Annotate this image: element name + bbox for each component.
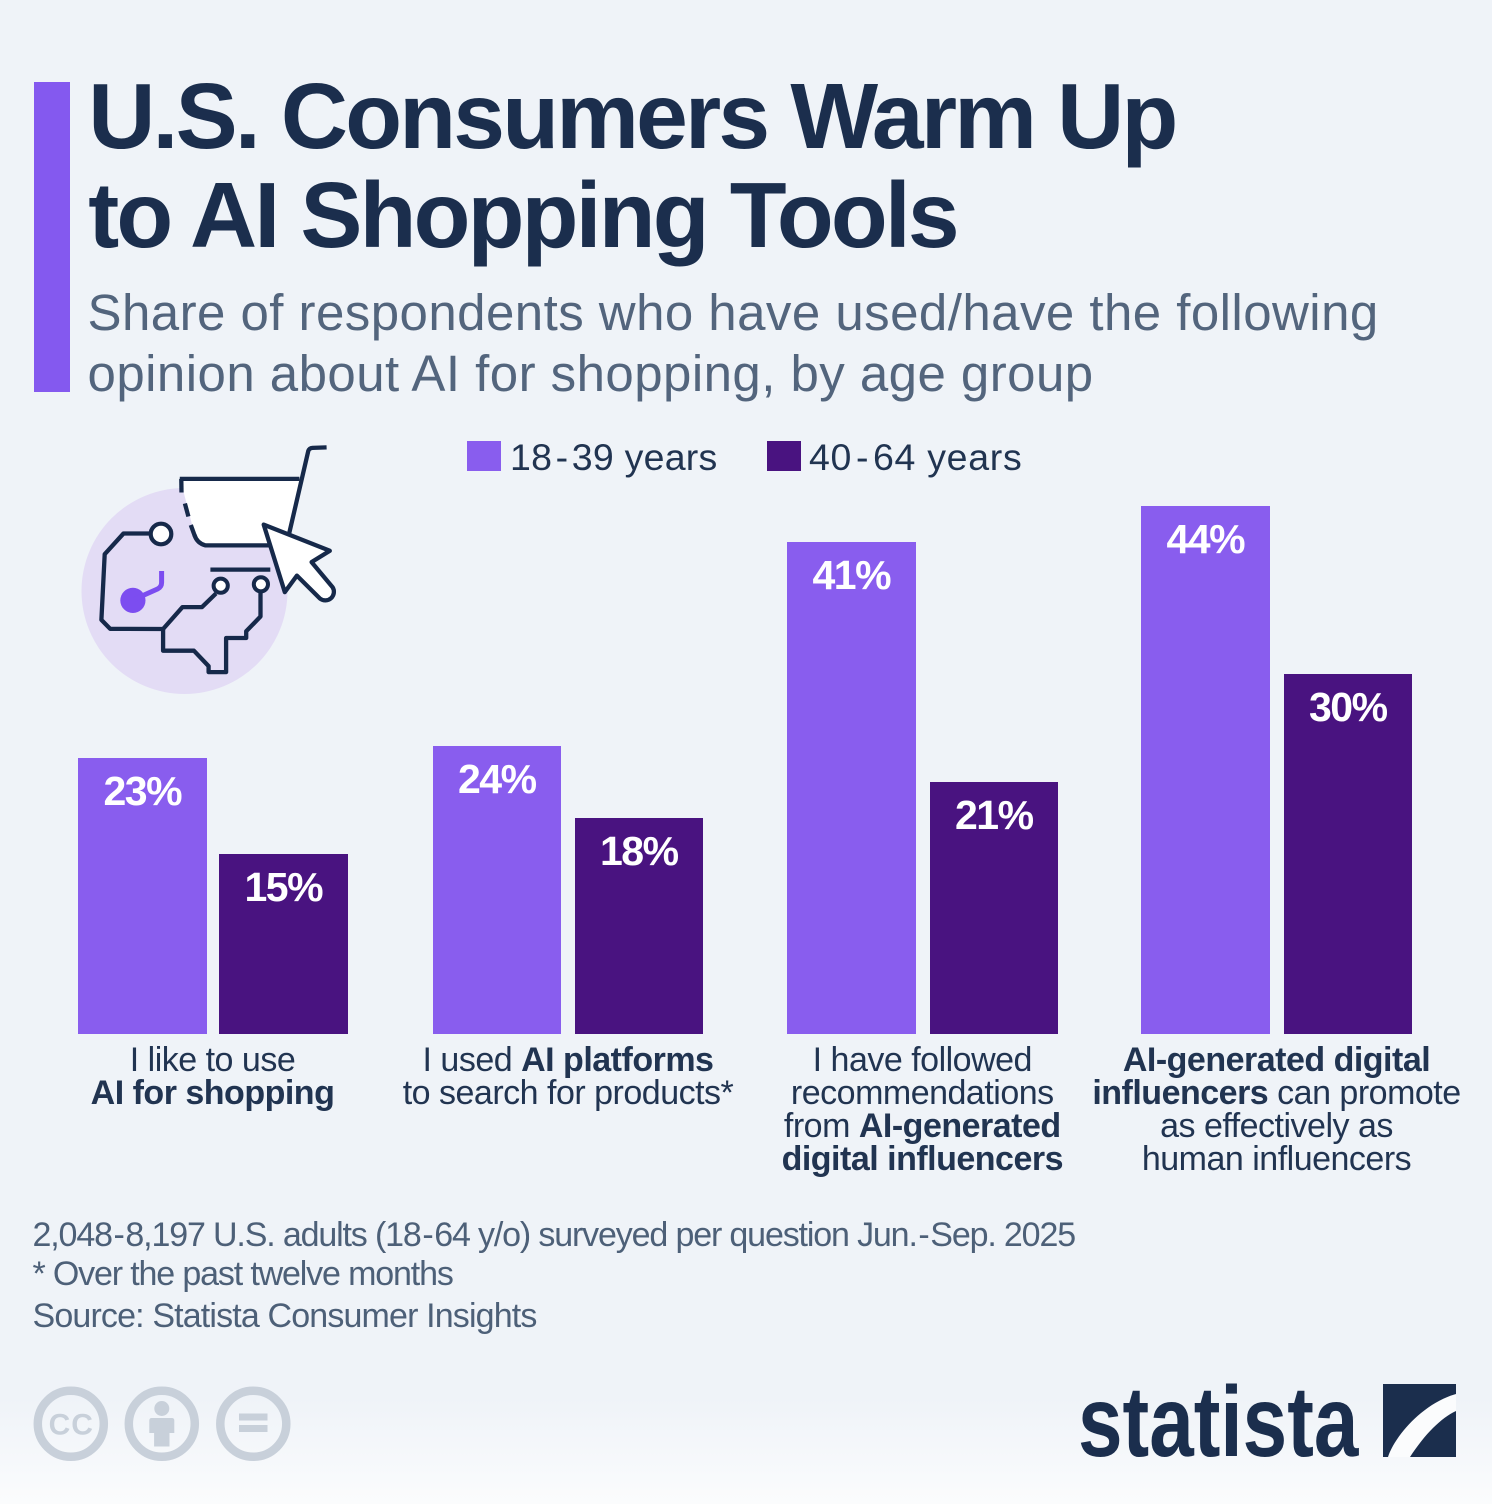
svg-text:CC: CC bbox=[49, 1409, 94, 1442]
